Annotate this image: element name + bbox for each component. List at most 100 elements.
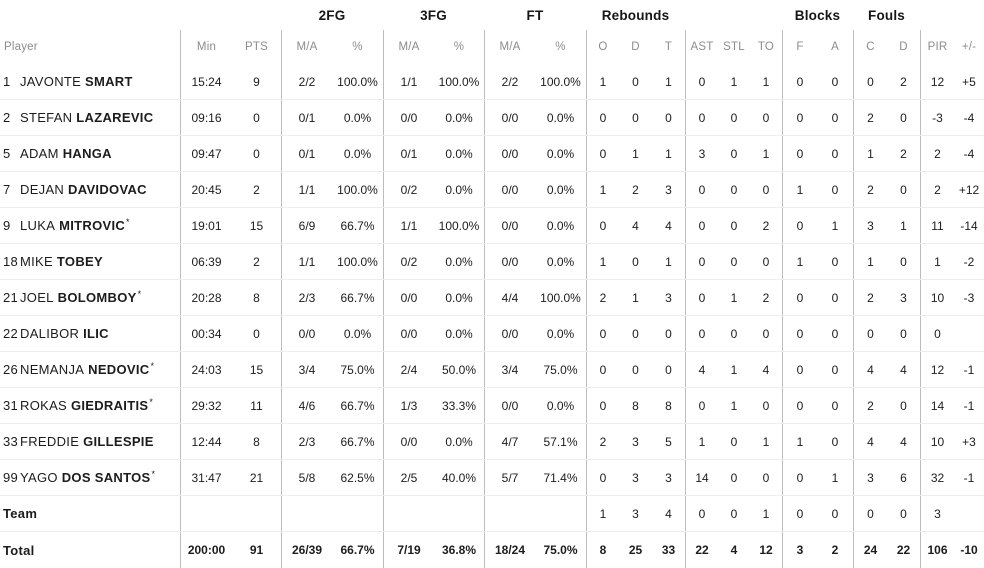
- player-number: 7: [3, 182, 11, 197]
- group-header-3fg: 3FG: [420, 7, 447, 23]
- player-name: YAGO DOS SANTOS*: [20, 468, 156, 485]
- stat-foul-c: 0: [853, 496, 887, 531]
- stat-3fg-ma: 0/0: [383, 424, 434, 459]
- stat-ft-ma: 4/4: [484, 280, 535, 315]
- stat-ft-pct: 75.0%: [543, 362, 578, 377]
- col-header-3fg-pct: %: [453, 41, 465, 53]
- stat-reb-d: 1: [632, 290, 639, 305]
- stat-blk-a: 0: [831, 362, 839, 377]
- stat-ft-ma: 4/7: [484, 424, 535, 459]
- stat-stl: 0: [730, 218, 738, 233]
- stat-to: 1: [762, 146, 770, 161]
- stat-plus-minus: +5: [962, 74, 976, 89]
- stat-to: 0: [762, 326, 770, 341]
- stat-foul-c: 2: [853, 388, 887, 423]
- player-number: 33: [3, 434, 19, 449]
- stat-ft-ma: [484, 496, 535, 531]
- stat-2fg-ma: 0/1: [281, 100, 332, 135]
- stat-min: 19:01: [180, 208, 232, 243]
- stat-3fg-pct: 0.0%: [445, 110, 473, 125]
- stat-ft-pct: 0.0%: [546, 254, 575, 269]
- stat-reb-d: 3: [632, 470, 639, 485]
- stat-foul-c: 0: [853, 316, 887, 351]
- stat-reb-o: 0: [586, 388, 619, 423]
- stat-3fg-pct: 50.0%: [441, 362, 477, 377]
- stat-2fg-ma: [281, 496, 332, 531]
- stat-reb-d: 25: [628, 543, 643, 557]
- stat-reb-o: 1: [586, 244, 619, 279]
- stat-min: 200:00: [180, 532, 232, 568]
- table-row: 18 MIKE TOBEY 06:39 2 1/1 100.0% 0/2 0.0…: [0, 244, 984, 280]
- stat-2fg-pct: 100.0%: [337, 182, 378, 197]
- group-header-2fg: 2FG: [318, 7, 346, 23]
- stat-reb-o: 0: [586, 136, 619, 171]
- stat-3fg-pct: 40.0%: [441, 470, 477, 485]
- stat-ft-pct: 0.0%: [546, 398, 575, 413]
- stat-2fg-pct: 75.0%: [340, 362, 375, 377]
- stat-ast: 0: [685, 388, 718, 423]
- player-name-cell: 26 NEMANJA NEDOVIC*: [0, 352, 180, 387]
- player-number: 99: [3, 470, 19, 485]
- stat-reb-o: 2: [586, 280, 619, 315]
- stat-reb-o: 2: [586, 424, 619, 459]
- player-name-cell: 21 JOEL BOLOMBOY*: [0, 280, 180, 315]
- stat-foul-d: 0: [900, 254, 907, 269]
- stat-to: 0: [762, 110, 770, 125]
- stat-reb-o: 1: [586, 172, 619, 207]
- group-header-blocks: Blocks: [794, 7, 841, 23]
- stat-foul-c: 0: [853, 64, 887, 99]
- player-name-cell: 33 FREDDIE GILLESPIE: [0, 424, 180, 459]
- stat-ast: 1: [685, 424, 718, 459]
- player-name: LUKA MITROVIC*: [20, 216, 130, 233]
- stat-foul-c: 24: [853, 532, 887, 568]
- stat-blk-a: 0: [831, 182, 839, 197]
- starter-mark: *: [150, 360, 155, 371]
- group-header-fouls: Fouls: [868, 7, 905, 23]
- col-header-blk-f: F: [782, 30, 817, 64]
- stat-2fg-ma: 1/1: [281, 244, 332, 279]
- stat-min: 09:16: [180, 100, 232, 135]
- team-row: Team 1 3 4 0 0 1 0 0 0 0 3: [0, 496, 984, 532]
- col-header-ast: AST: [685, 30, 718, 64]
- stat-2fg-pct: 100.0%: [337, 254, 378, 269]
- player-name: JOEL BOLOMBOY*: [20, 288, 142, 305]
- stat-pts: 0: [253, 110, 260, 125]
- stat-blk-f: 0: [782, 460, 817, 495]
- player-name: FREDDIE GILLESPIE: [20, 434, 154, 449]
- stat-min: 12:44: [180, 424, 232, 459]
- stat-reb-d: 8: [632, 398, 639, 413]
- col-header-min: Min: [180, 30, 232, 64]
- stat-to: 0: [762, 398, 770, 413]
- stat-foul-d: 0: [900, 182, 907, 197]
- stat-min: 24:03: [180, 352, 232, 387]
- group-header-ft: FT: [526, 7, 544, 23]
- stat-ft-ma: 0/0: [484, 172, 535, 207]
- stat-2fg-pct: 66.7%: [340, 218, 375, 233]
- stat-min: 31:47: [180, 460, 232, 495]
- stat-blk-a: 0: [831, 326, 839, 341]
- stat-pts: 0: [253, 146, 260, 161]
- stat-plus-minus: -1: [963, 470, 975, 485]
- stat-blk-a: 0: [831, 146, 839, 161]
- stat-2fg-pct: 0.0%: [343, 146, 372, 161]
- col-header-blk-a: A: [831, 41, 839, 53]
- stat-pir: 11: [920, 208, 954, 243]
- stat-to: 2: [762, 290, 770, 305]
- stat-3fg-pct: 0.0%: [445, 182, 473, 197]
- stat-to: 1: [762, 74, 770, 89]
- stat-foul-d: 2: [900, 146, 907, 161]
- stat-reb-d: 1: [632, 146, 639, 161]
- player-name-cell: 22 DALIBOR ILIC: [0, 316, 180, 351]
- stat-2fg-pct: 0.0%: [343, 326, 372, 341]
- stat-plus-minus: +12: [958, 182, 980, 197]
- stat-3fg-ma: 0/0: [383, 280, 434, 315]
- stat-pts: 15: [249, 362, 264, 377]
- stat-2fg-pct: 62.5%: [340, 470, 375, 485]
- stat-pts: 0: [253, 326, 260, 341]
- stat-reb-t: 0: [665, 362, 672, 377]
- stat-2fg-ma: 2/2: [281, 64, 332, 99]
- stat-reb-d: 0: [632, 254, 639, 269]
- stat-ft-ma: 5/7: [484, 460, 535, 495]
- stat-blk-f: 0: [782, 280, 817, 315]
- stat-foul-d: 4: [900, 434, 907, 449]
